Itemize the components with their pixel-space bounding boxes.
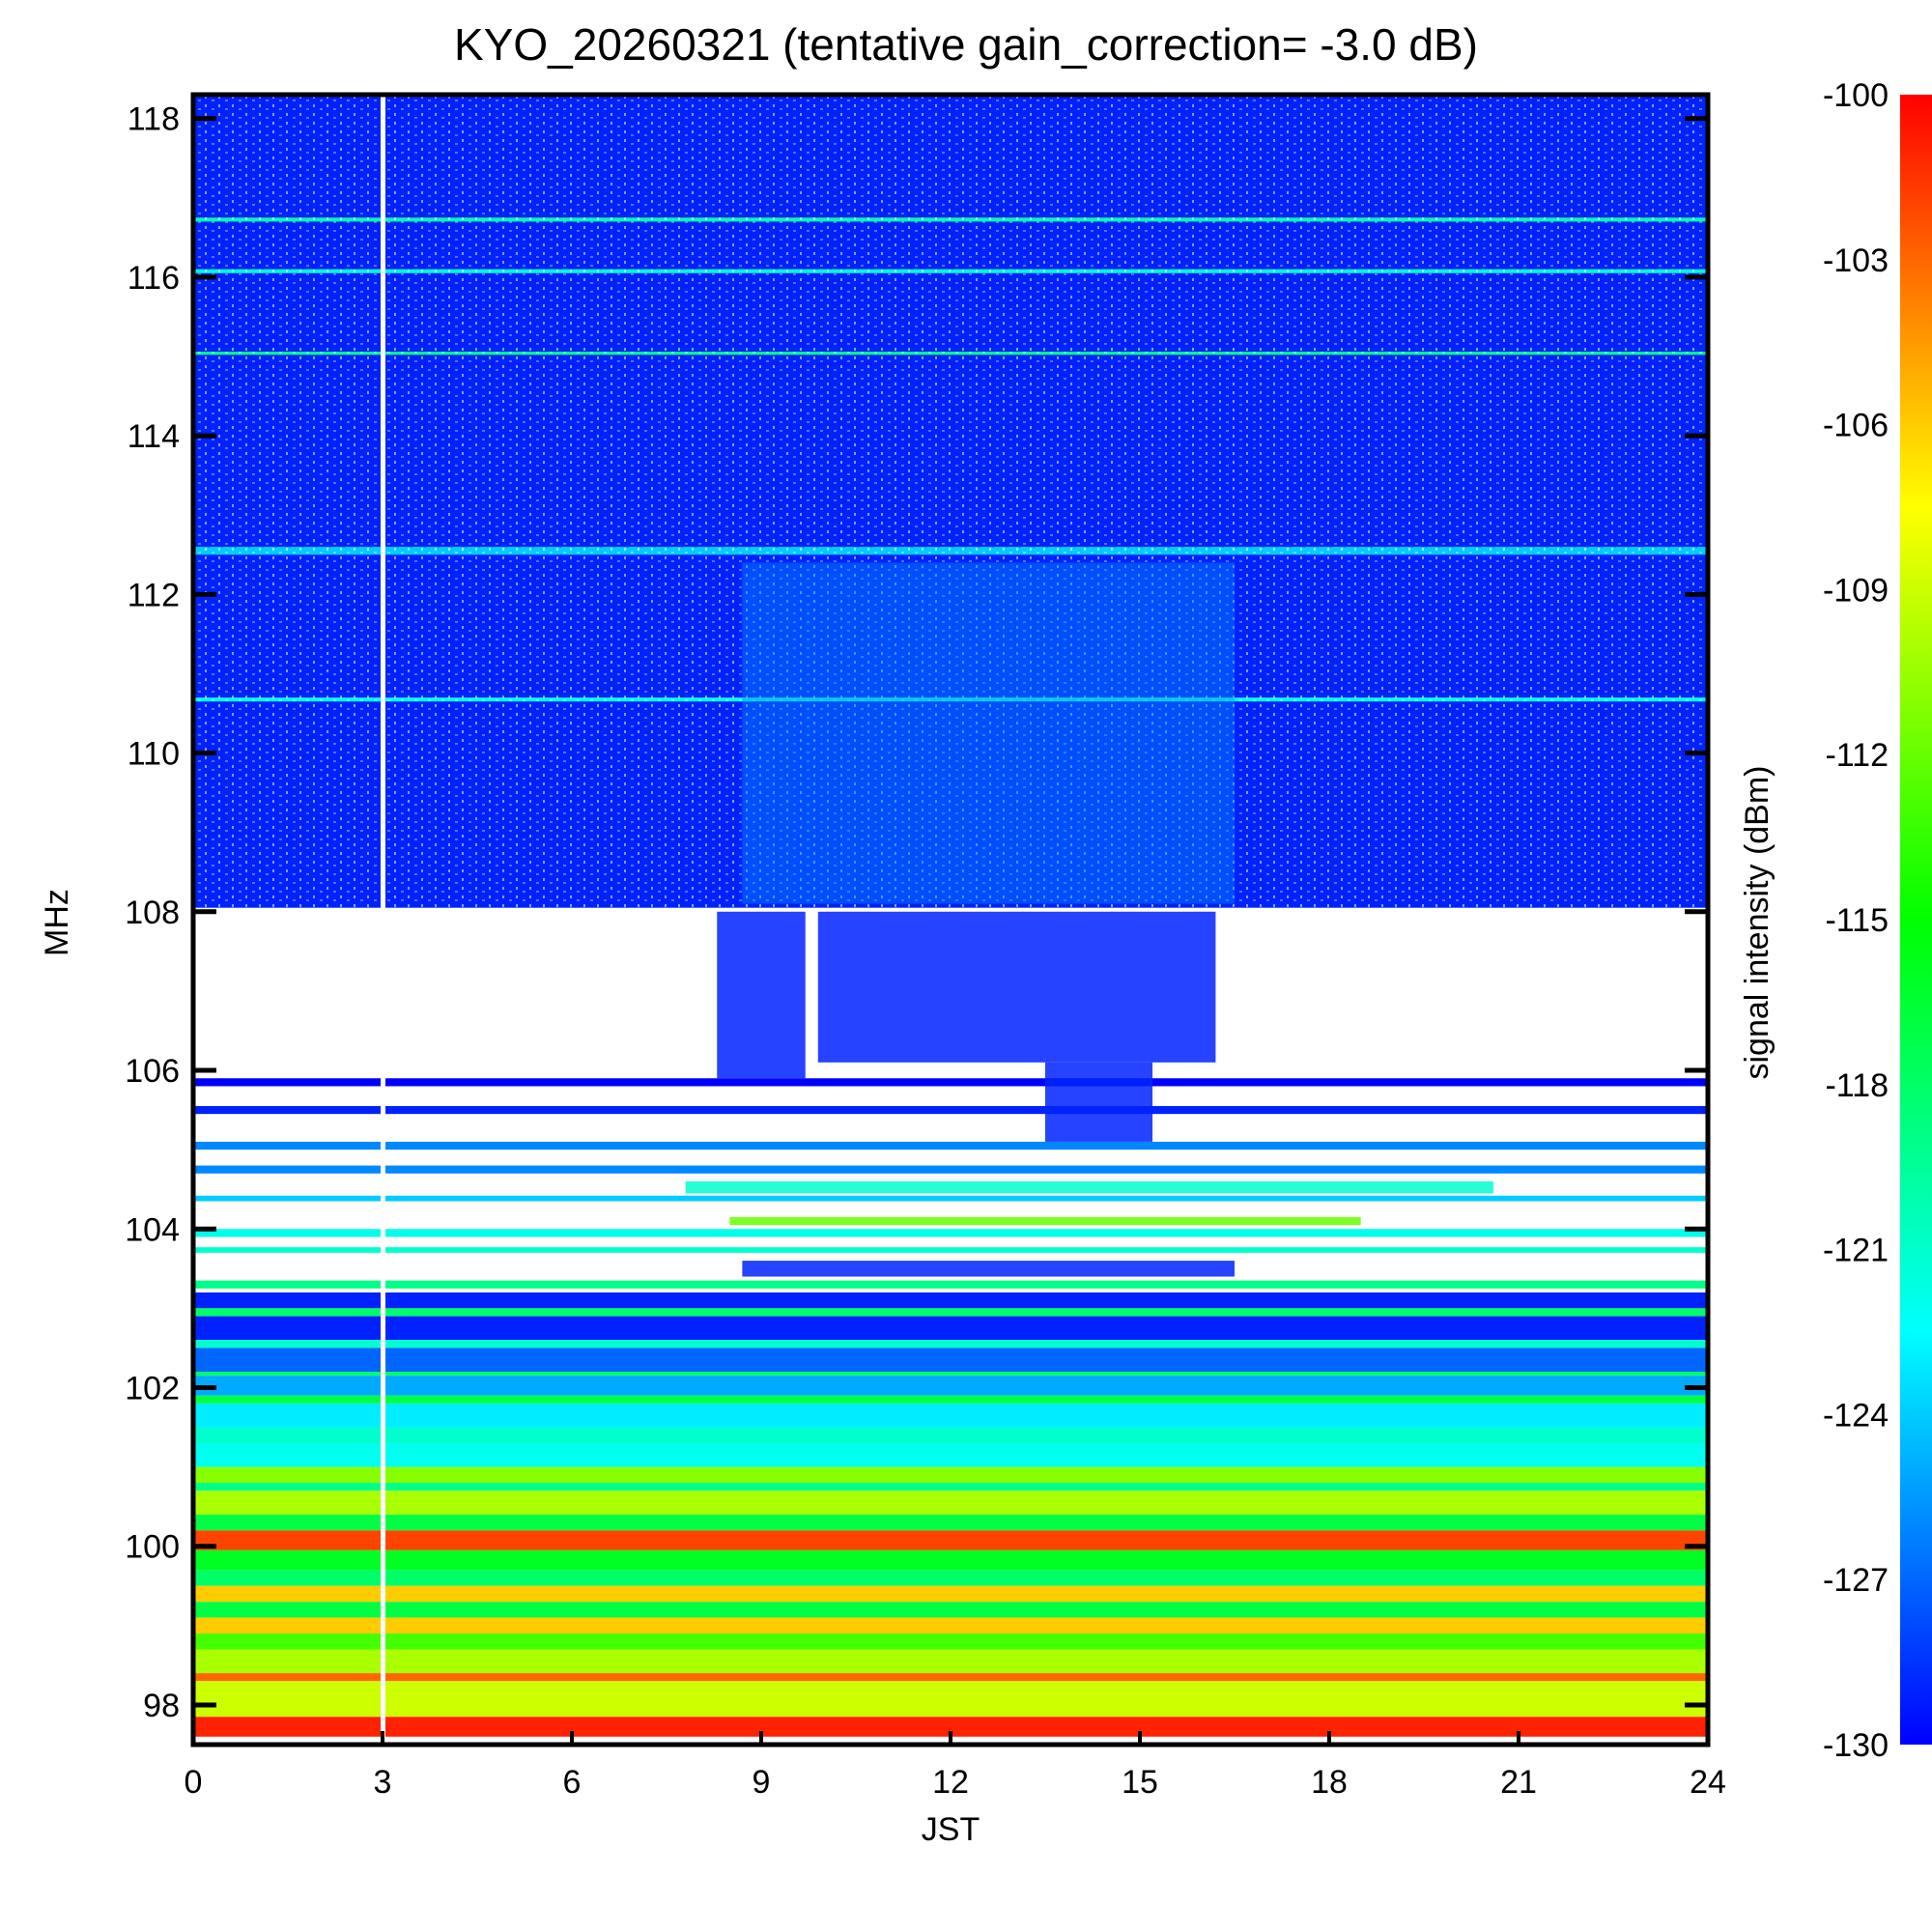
heatmap-band <box>193 1280 1708 1289</box>
colorbar-tick-label: -127 <box>1823 1562 1889 1599</box>
y-tick-label: 102 <box>125 1370 180 1406</box>
x-axis-label: JST <box>922 1811 980 1848</box>
activity-region <box>729 1216 1361 1226</box>
chart-title: KYO_20260321 (tentative gain_correction=… <box>454 19 1478 70</box>
y-axis-label: MHz <box>39 889 75 956</box>
colorbar-tick-label: -109 <box>1823 572 1889 609</box>
x-tick-label: 15 <box>1122 1764 1158 1801</box>
activity-region <box>1045 1062 1153 1142</box>
x-axis: 0 3 6 9 12 15 18 21 24 <box>185 1731 1726 1801</box>
x-tick-label: 18 <box>1311 1764 1348 1801</box>
activity-region <box>717 911 806 1079</box>
activity-region <box>685 1180 1493 1194</box>
heatmap-band <box>193 1316 1708 1341</box>
y-tick-label: 100 <box>125 1529 180 1566</box>
heatmap-band <box>193 1078 1708 1087</box>
activity-region <box>742 1261 1235 1277</box>
heatmap-band <box>193 1649 1708 1674</box>
heatmap-band <box>193 1195 1708 1202</box>
colorbar-tick-label: -106 <box>1823 408 1889 444</box>
colorbar-tick-label: -115 <box>1825 902 1889 939</box>
x-tick-label: 6 <box>563 1764 582 1801</box>
y-tick-label: 114 <box>128 418 180 455</box>
heatmap-band <box>193 1105 1708 1115</box>
heatmap-band <box>193 1403 1708 1428</box>
heatmap-band <box>193 1617 1708 1634</box>
colorbar-label: signal intensity (dBm) <box>1739 765 1776 1079</box>
heatmap-band <box>193 1570 1708 1586</box>
noise-texture <box>193 95 1708 908</box>
y-tick-label: 118 <box>128 101 180 138</box>
heatmap-band <box>193 1466 1708 1484</box>
colorbar-tick-label: -130 <box>1823 1727 1889 1764</box>
y-tick-label: 108 <box>125 895 180 931</box>
colorbar-axis: -100 -103 -106 -109 -112 -115 -118 -121 -124 -127… <box>1823 77 1889 1764</box>
heatmap-plot-area <box>193 95 1708 1745</box>
heatmap-band <box>193 1141 1708 1151</box>
colorbar-tick-label: -103 <box>1823 242 1889 279</box>
heatmap-band <box>193 1229 1708 1237</box>
heatmap-band <box>193 1530 1708 1550</box>
heatmap-band <box>193 1681 1708 1718</box>
colorbar-gradient <box>1900 95 1932 1745</box>
x-tick-label: 0 <box>185 1764 203 1801</box>
activity-region <box>817 911 1216 1063</box>
heatmap-band <box>193 1514 1708 1531</box>
heatmap-band <box>193 1585 1708 1603</box>
y-tick-label: 106 <box>125 1053 180 1090</box>
x-tick-label: 12 <box>932 1764 969 1801</box>
data-gap-line <box>381 95 385 1745</box>
colorbar-tick-label: -100 <box>1823 77 1889 114</box>
heatmap-band <box>193 1673 1708 1682</box>
x-tick-label: 24 <box>1690 1764 1726 1801</box>
y-tick-label: 104 <box>125 1211 180 1248</box>
heatmap-band <box>193 1427 1708 1443</box>
heatmap-band <box>193 1491 1708 1515</box>
heatmap-band <box>193 1165 1708 1174</box>
heatmap-band <box>193 1308 1708 1317</box>
heatmap-band <box>193 1348 1708 1373</box>
heatmap-band <box>193 1340 1708 1349</box>
heatmap-band <box>193 1372 1708 1377</box>
heatmap-band <box>193 1549 1708 1571</box>
colorbar-tick-label: -112 <box>1825 737 1889 774</box>
y-tick-label: 112 <box>128 577 180 613</box>
activity-region <box>742 562 1235 904</box>
y-tick-label: 116 <box>128 260 180 297</box>
colorbar-tick-label: -118 <box>1825 1067 1889 1104</box>
colorbar-tick-label: -124 <box>1823 1397 1889 1434</box>
heatmap-band <box>193 1634 1708 1650</box>
y-tick-label: 98 <box>143 1688 180 1724</box>
y-tick-label: 110 <box>128 736 180 773</box>
x-tick-label: 3 <box>374 1764 392 1801</box>
heatmap-band <box>193 1442 1708 1467</box>
colorbar <box>1900 95 1932 1745</box>
heatmap-band <box>193 1483 1708 1492</box>
heatmap-band <box>193 1395 1708 1404</box>
heatmap-band <box>193 1376 1708 1396</box>
heatmap-band <box>193 1602 1708 1618</box>
colorbar-tick-label: -121 <box>1823 1233 1889 1269</box>
x-tick-label: 21 <box>1500 1764 1537 1801</box>
y-axis: 118 116 114 112 110 108 106 104 102 100 98 <box>125 101 1708 1724</box>
x-tick-label: 9 <box>753 1764 771 1801</box>
heatmap-band <box>193 1292 1708 1309</box>
heatmap-band <box>193 1247 1708 1253</box>
